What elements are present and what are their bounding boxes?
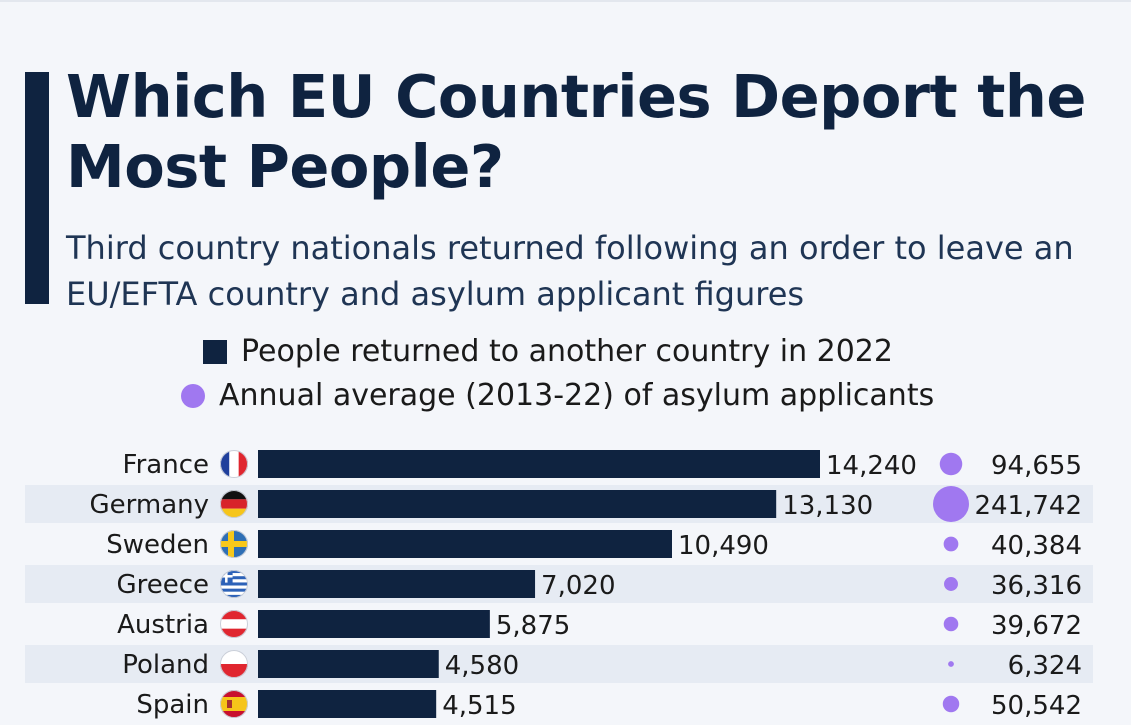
bar-value-label-poland: 4,580: [445, 651, 519, 681]
bar-value-label-spain: 4,515: [442, 691, 516, 721]
category-label-sweden: Sweden: [106, 530, 209, 560]
bar-austria: [258, 610, 490, 638]
bubble-sweden: [943, 536, 959, 552]
category-label-poland: Poland: [122, 650, 209, 680]
legend-item-asylum: Annual average (2013-22) of asylum appli…: [181, 378, 934, 413]
bar-greece: [258, 570, 536, 598]
row-band: [25, 565, 1093, 603]
bar-spain: [258, 690, 437, 718]
bar-france: [258, 450, 820, 478]
bar-sweden: [258, 530, 673, 558]
category-label-spain: Spain: [136, 690, 209, 720]
bar-poland: [258, 650, 439, 678]
bar-value-label-germany: 13,130: [782, 491, 873, 521]
legend-label-returned: People returned to another country in 20…: [241, 334, 893, 369]
legend-label-asylum: Annual average (2013-22) of asylum appli…: [219, 378, 935, 413]
bar-value-label-austria: 5,875: [496, 611, 570, 641]
legend-item-returned: People returned to another country in 20…: [203, 334, 893, 369]
greece-flag-icon: [220, 570, 248, 598]
category-label-france: France: [123, 450, 209, 480]
bubble-austria: [943, 616, 959, 632]
row-band: [25, 645, 1093, 683]
category-label-austria: Austria: [117, 610, 209, 640]
chart-subtitle: Third country nationals returned followi…: [66, 229, 1074, 313]
bubble-greece: [944, 577, 958, 591]
bubble-value-label-spain: 50,542: [991, 691, 1082, 721]
bubble-germany: [933, 486, 969, 522]
bar-germany: [258, 490, 777, 518]
category-label-germany: Germany: [89, 490, 209, 520]
germany-flag-icon: [220, 490, 248, 518]
poland-flag-icon: [220, 650, 248, 678]
bubble-value-label-poland: 6,324: [1008, 651, 1082, 681]
spain-flag-icon: [220, 690, 248, 718]
bar-value-label-france: 14,240: [826, 451, 917, 481]
bubble-france: [939, 452, 963, 476]
sweden-flag-icon: [220, 530, 248, 558]
bubble-poland: [948, 661, 954, 667]
bar-value-label-greece: 7,020: [541, 571, 615, 601]
legend-square-icon: [203, 339, 227, 364]
bubble-value-label-sweden: 40,384: [991, 531, 1082, 561]
bubble-value-label-greece: 36,316: [991, 571, 1082, 601]
bubble-value-label-austria: 39,672: [991, 611, 1082, 641]
bar-chart: France 14,240 94,655 Germany 13,130 241,742 Sw…: [25, 450, 1093, 721]
title-accent-bar: [25, 72, 49, 304]
top-rule: [0, 0, 1131, 2]
legend-circle-icon: [181, 383, 205, 408]
austria-flag-icon: [220, 610, 248, 638]
bubble-value-label-france: 94,655: [991, 451, 1082, 481]
bubble-value-label-germany: 241,742: [974, 491, 1082, 521]
france-flag-icon: [220, 450, 248, 478]
bubble-spain: [942, 695, 960, 713]
chart-title: Which EU Countries Deport the Most Peopl…: [66, 62, 1086, 201]
bar-value-label-sweden: 10,490: [678, 531, 769, 561]
category-label-greece: Greece: [116, 570, 209, 600]
